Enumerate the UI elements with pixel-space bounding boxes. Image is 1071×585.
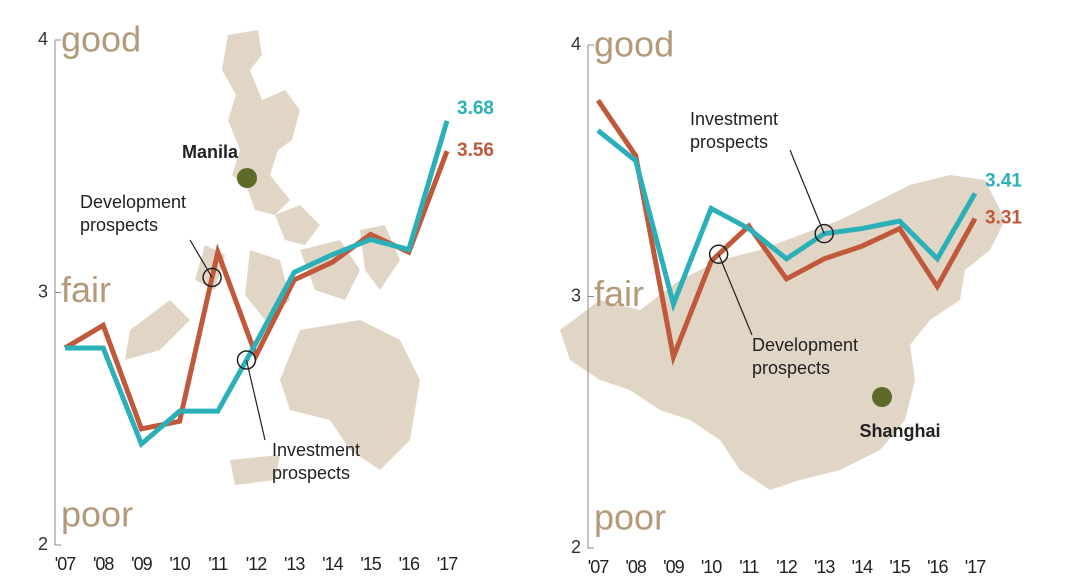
x-tick-label: '10 [169,554,190,574]
x-tick-label: '07 [55,554,76,574]
map-china [560,175,1005,490]
x-tick-label: '11 [739,557,759,577]
end-label: 3.31 [985,208,1022,229]
y-tick-label: 3 [38,281,48,301]
callout-line [245,359,266,441]
series-label: Development prospects [752,335,858,378]
location-dot [237,168,257,188]
x-tick-label: '13 [814,557,835,577]
end-label: 3.68 [457,98,494,119]
x-tick-label: '14 [852,557,873,577]
series-line [595,98,978,366]
y-tick-label: 2 [571,537,581,557]
x-tick-label: '14 [322,554,343,574]
scale-label: good [61,19,141,60]
scale-label: poor [594,497,666,538]
callout-circle [202,267,222,288]
x-tick-label: '16 [927,557,948,577]
location-label: Manila [182,142,239,162]
y-tick-label: 4 [571,34,581,54]
x-tick-label: '07 [588,557,609,577]
x-tick-label: '08 [625,557,646,577]
scale-label: poor [61,494,133,535]
x-tick-label: '17 [965,557,986,577]
series-label: Development prospects [80,192,186,235]
series-label: Investment prospects [272,440,360,483]
location-dot [872,387,892,407]
x-tick-label: '13 [284,554,305,574]
x-tick-label: '08 [93,554,114,574]
x-tick-label: '15 [889,557,910,577]
scale-label: good [594,24,674,65]
y-tick-label: 4 [38,29,48,49]
x-tick-label: '12 [776,557,797,577]
map-philippines [125,30,420,485]
callout-line [789,149,825,234]
series-line [596,128,978,313]
series-label: Investment prospects [690,109,778,152]
x-tick-label: '17 [437,554,458,574]
x-tick-label: '15 [360,554,381,574]
x-tick-label: '09 [131,554,152,574]
x-tick-label: '11 [208,554,228,574]
callout-line [189,239,213,278]
callout-circle [708,244,729,264]
y-tick-label: 2 [38,534,48,554]
scale-label: fair [594,273,644,314]
scale-label: fair [61,269,111,310]
x-tick-label: '16 [399,554,420,574]
callout-circle [814,223,834,244]
callout-circle [236,350,257,370]
x-tick-label: '12 [246,554,267,574]
y-tick-label: 3 [571,285,581,305]
callout-line [718,254,753,336]
location-label: Shanghai [859,421,940,441]
series-line [65,120,450,449]
end-label: 3.56 [457,140,494,161]
x-tick-label: '10 [701,557,722,577]
end-label: 3.41 [985,170,1022,191]
x-tick-label: '09 [663,557,684,577]
